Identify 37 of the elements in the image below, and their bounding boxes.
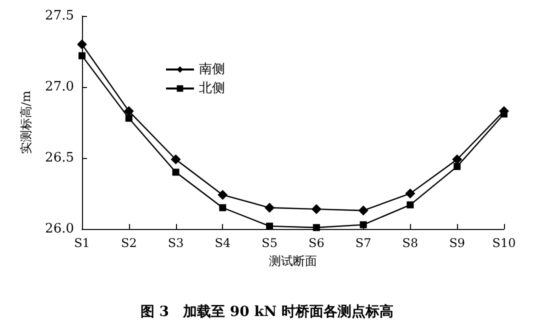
point [264,202,275,213]
y-tick-label: 27.5 [45,8,74,24]
x-tick-label: S10 [492,236,516,250]
y-tick-label: 27.0 [45,80,74,94]
point [360,221,367,228]
x-tick-label: S6 [308,236,324,250]
x-tick-label: S3 [168,236,184,250]
point [170,154,181,164]
point [406,201,414,208]
point [452,154,462,164]
point [454,163,461,170]
x-tick-label: S9 [449,236,466,250]
point [312,224,320,232]
x-tick-label: S1 [74,236,90,250]
x-axis-title: 测试断面 [269,254,317,268]
point [358,206,368,216]
point [266,222,274,230]
x-tick-label: S4 [214,236,231,250]
point [405,188,416,198]
point [172,168,180,176]
point [77,39,87,50]
point [311,204,322,214]
y-axis-title: 实测标高/m [19,90,33,154]
point [219,204,226,212]
point [78,52,86,60]
legend-label: 南侧 [199,62,225,77]
text: 图 3 加载至 90 kN 时桥面各测点标高 [140,303,394,320]
x-tick-label: S7 [355,236,372,250]
point [218,190,228,200]
y-tick-label: 26.5 [45,150,74,166]
legend-label: 北侧 [199,81,225,96]
y-tick-label: 26.0 [45,222,74,236]
point [124,106,134,116]
x-tick-label: S8 [402,236,418,250]
point [125,114,132,122]
x-tick-label: S2 [120,236,137,250]
x-tick-label: S5 [262,236,278,250]
